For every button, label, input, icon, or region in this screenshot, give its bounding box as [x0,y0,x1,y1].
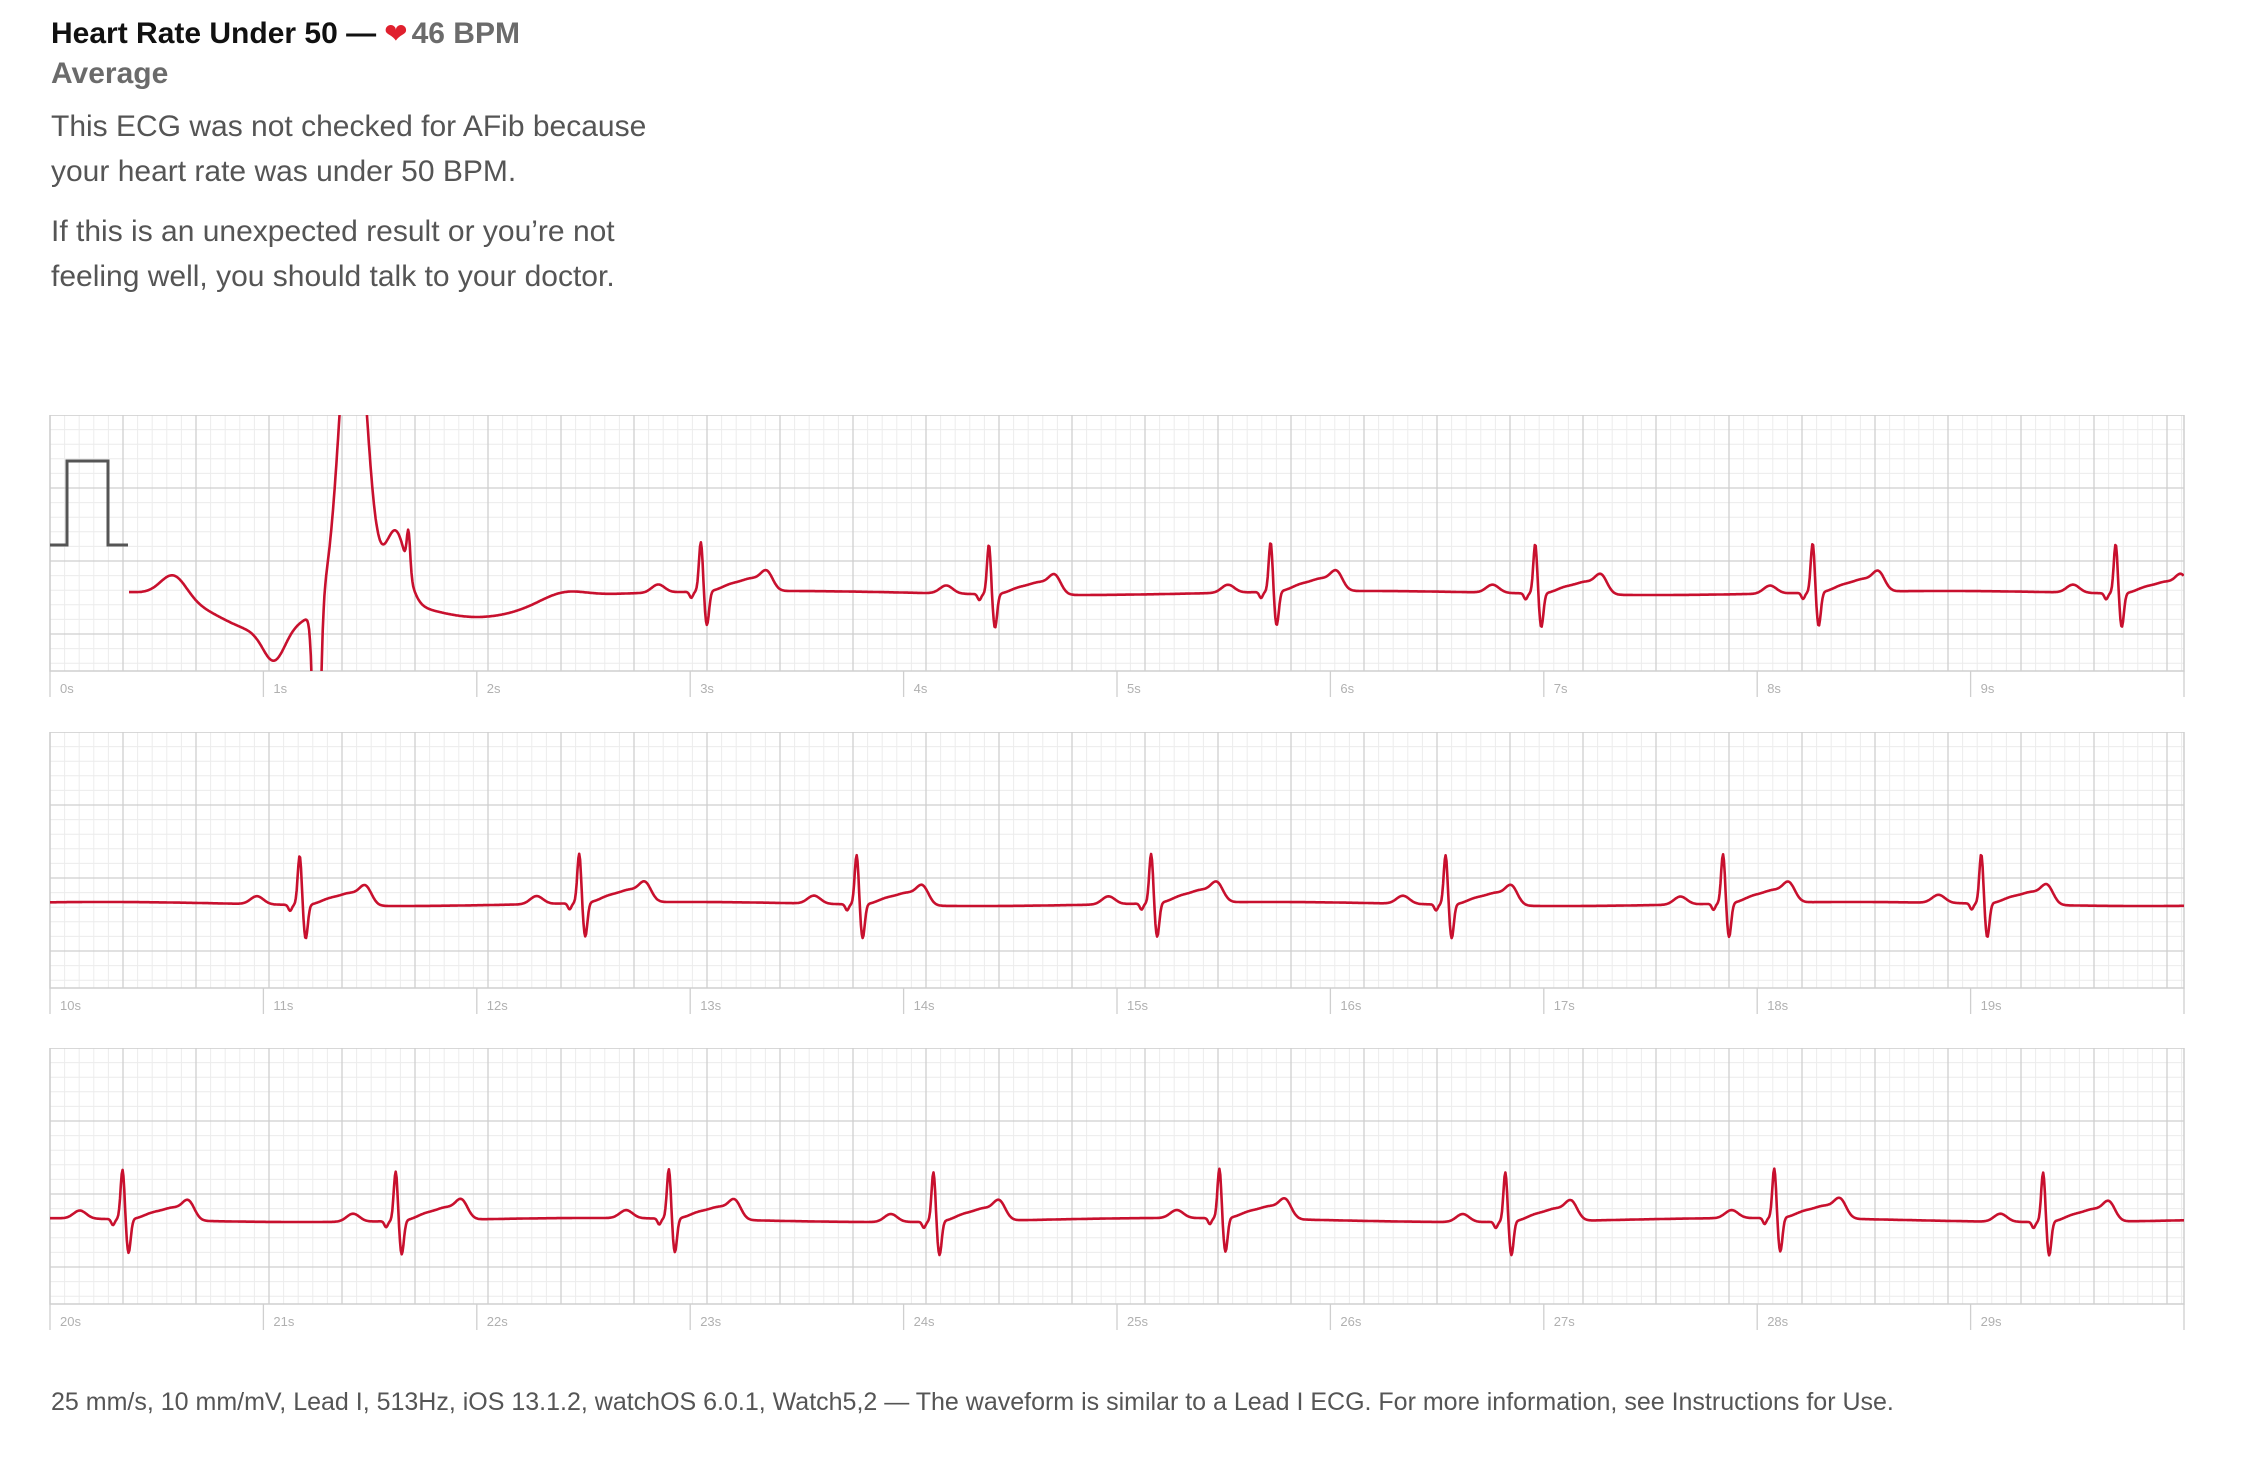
second-tick-label: 13s [700,998,721,1013]
second-tick-label: 25s [1127,1314,1148,1329]
second-tick-label: 28s [1767,1314,1788,1329]
ecg-trace [50,1167,2184,1257]
ecg-grid [49,732,2185,989]
second-tick-label: 14s [914,998,935,1013]
second-tick-label: 0s [60,681,74,696]
ecg-grid [49,1048,2185,1305]
second-tick-label: 5s [1127,681,1141,696]
second-tick-label: 7s [1554,681,1568,696]
second-tick-label: 24s [914,1314,935,1329]
afib-not-checked-text: This ECG was not checked for AFib becaus… [51,110,647,188]
bpm-value: 46 BPM [411,17,520,50]
second-tick-label: 4s [914,681,928,696]
second-tick-label: 3s [700,681,714,696]
doctor-advice-text: If this is an unexpected result or you’r… [51,215,615,293]
ecg-strip-1: 0s 1s 2s 3s 4s 5s 6s 7s 8s 9s [49,415,2185,697]
ecg-trace [128,415,2184,671]
ecg-grid [49,415,2185,672]
second-tick-label: 10s [60,998,81,1013]
heart-icon: ❤ [384,18,408,49]
second-tick-label: 11s [273,998,293,1013]
second-tick-label: 27s [1554,1314,1575,1329]
second-tick-label: 29s [1981,1314,2002,1329]
second-tick-label: 1s [273,681,287,696]
ecg-strip-3: 20s 21s 22s 23s 24s 25s 26s 27s 28s 29s [49,1048,2185,1330]
second-tick-label: 15s [1127,998,1148,1013]
second-tick-label: 26s [1340,1314,1361,1329]
second-tick-label: 9s [1981,681,1995,696]
second-tick-label: 6s [1340,681,1354,696]
second-tick-label: 12s [487,998,508,1013]
classification-title: Heart Rate Under 50 — ❤ 46 BPM [51,14,711,54]
second-tick-label: 19s [1981,998,2002,1013]
second-tick-label: 23s [700,1314,721,1329]
ecg-strip-2: 10s 11s 12s 13s 14s 15s 16s 17s 18s 19s [49,732,2185,1014]
second-tick-label: 8s [1767,681,1781,696]
second-tick-label: 16s [1340,998,1361,1013]
second-tick-label: 22s [487,1314,508,1329]
bpm-average-label: Average [51,57,169,90]
ecg-trace [50,852,2184,940]
second-tick-label: 18s [1767,998,1788,1013]
second-tick-label: 2s [487,681,501,696]
second-tick-label: 21s [273,1314,294,1329]
recording-details: 25 mm/s, 10 mm/mV, Lead I, 513Hz, iOS 13… [51,1388,1894,1416]
calibration-pulse [50,459,128,547]
second-tick-label: 20s [60,1314,81,1329]
classification-label: Heart Rate Under 50 — [51,17,377,50]
ecg-summary: Heart Rate Under 50 — ❤ 46 BPM Average Thi… [51,14,711,299]
second-tick-label: 17s [1554,998,1575,1013]
